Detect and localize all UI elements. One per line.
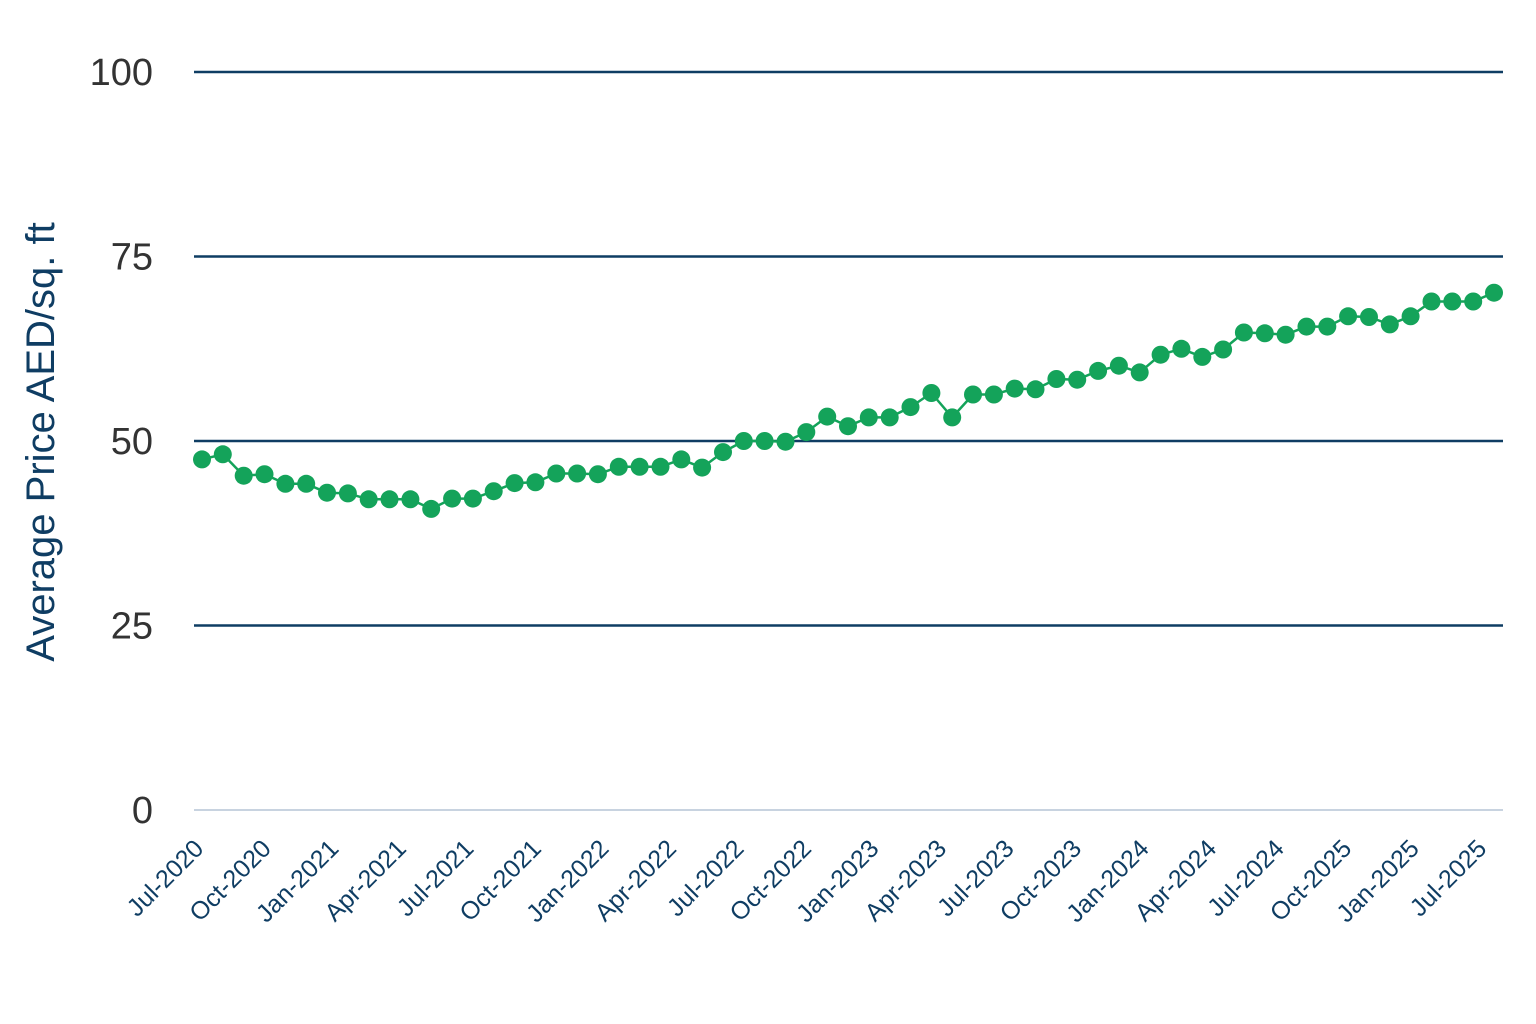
data-point	[505, 474, 524, 493]
data-point	[463, 489, 482, 508]
data-point	[859, 408, 878, 427]
data-point	[1193, 347, 1212, 366]
data-point	[1339, 307, 1358, 326]
data-point	[1234, 323, 1253, 342]
data-point	[734, 432, 753, 450]
data-point	[1255, 324, 1274, 343]
data-point	[338, 484, 357, 503]
data-point	[588, 465, 607, 484]
data-point	[755, 432, 774, 450]
data-point	[276, 474, 295, 493]
data-point	[1422, 292, 1441, 311]
y-tick-label: 25	[111, 606, 153, 648]
data-point	[1276, 325, 1295, 344]
data-point	[880, 408, 899, 427]
data-point	[609, 457, 628, 476]
data-point	[1026, 380, 1045, 399]
data-point	[1297, 317, 1316, 336]
data-point	[1443, 292, 1462, 311]
data-point	[193, 450, 211, 469]
data-point	[818, 407, 837, 426]
data-point	[568, 464, 587, 483]
data-point	[443, 489, 462, 508]
y-tick-label: 75	[111, 237, 153, 279]
data-point	[547, 464, 566, 483]
data-point	[1380, 315, 1399, 334]
data-point	[1130, 363, 1149, 382]
data-point	[776, 432, 795, 451]
data-point	[1464, 292, 1483, 311]
y-tick-label: 50	[111, 421, 153, 463]
data-point	[484, 482, 503, 501]
data-point	[1318, 317, 1337, 336]
data-point	[943, 408, 962, 427]
series-price	[193, 283, 1503, 518]
x-axis-ticks: Jul-2020Oct-2020Jan-2021Apr-2021Jul-2021…	[122, 834, 1493, 928]
data-point	[901, 398, 920, 417]
y-axis-ticks: 0 25 50 75 100	[90, 52, 153, 832]
data-point	[234, 466, 253, 485]
y-axis-label: Average Price AED/sq. ft	[19, 222, 63, 661]
data-point	[984, 385, 1003, 404]
data-point	[1047, 370, 1066, 388]
data-point	[213, 445, 232, 464]
data-point	[1089, 361, 1108, 380]
data-point	[380, 490, 399, 509]
data-point	[1068, 370, 1087, 389]
data-point	[672, 450, 691, 469]
data-point	[693, 458, 712, 477]
data-point	[1172, 339, 1191, 358]
data-point	[1214, 340, 1233, 359]
data-point	[714, 443, 732, 462]
data-point	[839, 417, 857, 436]
data-point	[1360, 308, 1378, 326]
data-point	[1109, 356, 1128, 375]
y-tick-label: 100	[90, 52, 153, 94]
grid-lines	[194, 70, 1503, 811]
data-point	[1005, 379, 1024, 398]
data-point	[1151, 345, 1170, 364]
data-point	[422, 499, 441, 518]
data-point	[318, 483, 336, 502]
data-point	[297, 474, 316, 493]
y-tick-label: 0	[132, 790, 153, 832]
data-point	[964, 385, 982, 404]
data-point	[526, 473, 545, 492]
data-point	[1401, 307, 1420, 326]
data-point	[1485, 283, 1503, 302]
data-point	[359, 490, 378, 509]
data-point	[922, 384, 941, 402]
data-point	[255, 465, 274, 484]
data-point	[651, 457, 670, 476]
data-point	[401, 490, 420, 509]
data-point	[797, 423, 816, 442]
data-point	[630, 457, 649, 476]
